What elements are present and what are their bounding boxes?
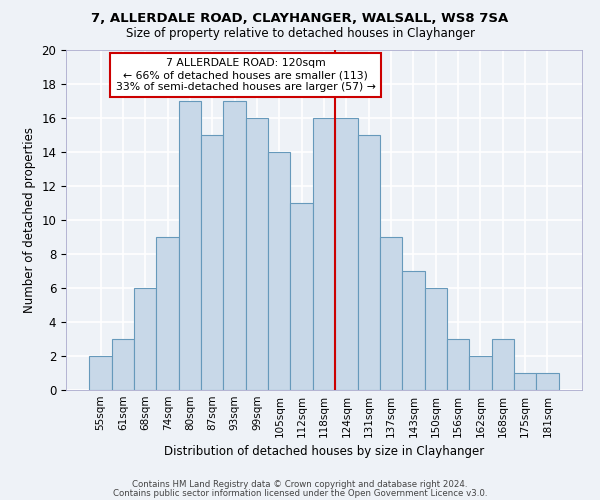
Bar: [201, 135, 223, 390]
Bar: [402, 271, 425, 390]
Bar: [179, 101, 201, 390]
Bar: [335, 118, 358, 390]
Y-axis label: Number of detached properties: Number of detached properties: [23, 127, 36, 313]
Bar: [112, 339, 134, 390]
Text: Size of property relative to detached houses in Clayhanger: Size of property relative to detached ho…: [125, 28, 475, 40]
Bar: [536, 373, 559, 390]
Bar: [157, 237, 179, 390]
X-axis label: Distribution of detached houses by size in Clayhanger: Distribution of detached houses by size …: [164, 446, 484, 458]
Text: Contains HM Land Registry data © Crown copyright and database right 2024.: Contains HM Land Registry data © Crown c…: [132, 480, 468, 489]
Bar: [447, 339, 469, 390]
Bar: [514, 373, 536, 390]
Bar: [268, 152, 290, 390]
Bar: [89, 356, 112, 390]
Bar: [469, 356, 491, 390]
Text: Contains public sector information licensed under the Open Government Licence v3: Contains public sector information licen…: [113, 488, 487, 498]
Text: 7, ALLERDALE ROAD, CLAYHANGER, WALSALL, WS8 7SA: 7, ALLERDALE ROAD, CLAYHANGER, WALSALL, …: [91, 12, 509, 26]
Bar: [134, 288, 157, 390]
Bar: [380, 237, 402, 390]
Bar: [223, 101, 246, 390]
Bar: [246, 118, 268, 390]
Bar: [290, 203, 313, 390]
Bar: [425, 288, 447, 390]
Bar: [358, 135, 380, 390]
Bar: [313, 118, 335, 390]
Text: 7 ALLERDALE ROAD: 120sqm
← 66% of detached houses are smaller (113)
33% of semi-: 7 ALLERDALE ROAD: 120sqm ← 66% of detach…: [116, 58, 376, 92]
Bar: [491, 339, 514, 390]
